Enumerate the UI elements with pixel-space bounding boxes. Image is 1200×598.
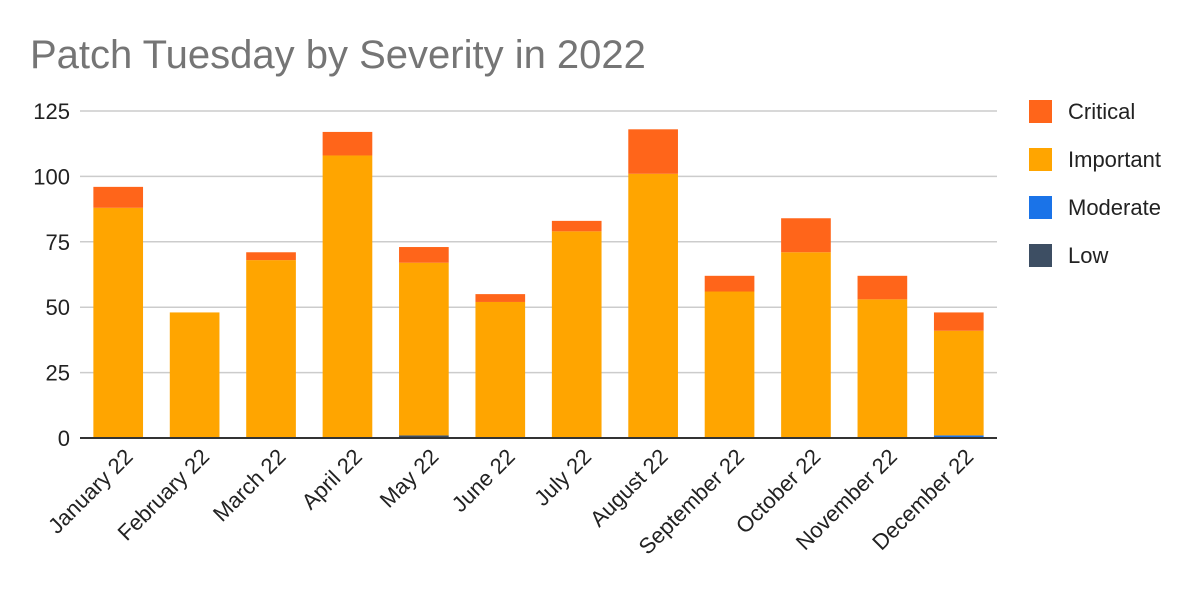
y-tick-label: 50 bbox=[46, 295, 70, 320]
y-tick-label: 100 bbox=[33, 164, 70, 189]
bar-important-5 bbox=[399, 262, 449, 436]
bar-critical-3 bbox=[246, 252, 296, 261]
bar-important-3 bbox=[246, 260, 296, 438]
x-tick-label: June 22 bbox=[447, 444, 520, 517]
y-tick-label: 0 bbox=[58, 426, 70, 451]
bar-low-5 bbox=[399, 435, 449, 438]
legend-label-critical: Critical bbox=[1068, 99, 1135, 124]
x-tick-label: April 22 bbox=[297, 444, 367, 514]
bar-critical-5 bbox=[399, 247, 449, 263]
x-tick-label: May 22 bbox=[375, 444, 444, 513]
bar-important-1 bbox=[93, 207, 144, 438]
legend-swatch-critical bbox=[1029, 100, 1052, 123]
legend-swatch-moderate bbox=[1029, 196, 1052, 219]
bar-critical-12 bbox=[933, 312, 984, 331]
y-tick-label: 125 bbox=[33, 99, 70, 124]
bar-critical-4 bbox=[322, 131, 373, 156]
legend-label-important: Important bbox=[1068, 147, 1161, 172]
bar-important-8 bbox=[628, 173, 678, 438]
bar-critical-1 bbox=[93, 186, 144, 208]
bar-important-6 bbox=[475, 301, 526, 438]
gridlines bbox=[80, 110, 997, 374]
y-tick-label: 75 bbox=[46, 230, 70, 255]
bar-critical-6 bbox=[475, 294, 526, 302]
bar-important-11 bbox=[857, 299, 908, 438]
bar-important-7 bbox=[551, 231, 602, 438]
y-axis-ticks: 0 25 50 75 100 125 bbox=[33, 99, 70, 451]
bar-critical-10 bbox=[781, 218, 831, 253]
bar-critical-9 bbox=[704, 275, 755, 292]
bars bbox=[93, 129, 984, 439]
bar-important-2 bbox=[169, 312, 220, 438]
legend-label-moderate: Moderate bbox=[1068, 195, 1161, 220]
bar-important-9 bbox=[704, 291, 755, 438]
bar-critical-8 bbox=[628, 129, 678, 174]
legend-label-low: Low bbox=[1068, 243, 1108, 268]
bar-critical-7 bbox=[551, 220, 602, 232]
bar-moderate-12 bbox=[933, 435, 984, 438]
bar-important-12 bbox=[933, 330, 984, 436]
x-tick-label: March 22 bbox=[208, 444, 291, 527]
legend-swatch-low bbox=[1029, 244, 1052, 267]
y-tick-label: 25 bbox=[46, 361, 70, 386]
bar-important-4 bbox=[322, 155, 373, 439]
legend-swatch-important bbox=[1029, 148, 1052, 171]
x-tick-label: July 22 bbox=[529, 444, 596, 511]
bar-important-10 bbox=[781, 252, 831, 438]
chart-title: Patch Tuesday by Severity in 2022 bbox=[30, 33, 646, 77]
legend: Critical Important Moderate Low bbox=[1029, 99, 1161, 268]
bar-critical-11 bbox=[857, 275, 908, 300]
